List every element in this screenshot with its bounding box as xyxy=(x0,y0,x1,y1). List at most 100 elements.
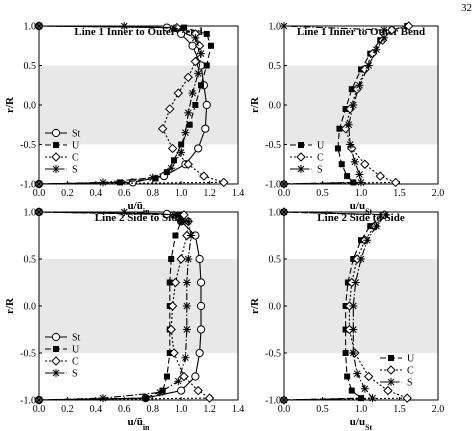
data-point-U xyxy=(159,387,166,394)
legend-label-S: S xyxy=(72,369,78,380)
y-tick-label: 1.0 xyxy=(269,208,282,219)
data-point-S xyxy=(280,208,288,216)
data-point-S xyxy=(380,25,389,34)
chart-panel-3: 1.00.50.0-0.5-1.00.0 0.2 0.4 0.6 0.8 1.0 1.2 1.… xyxy=(4,207,244,431)
data-point-S xyxy=(363,236,372,245)
series-S xyxy=(280,208,390,404)
data-point-S xyxy=(372,45,381,54)
data-point-S xyxy=(184,217,193,226)
data-point-St xyxy=(177,386,186,395)
legend-label-U: U xyxy=(407,354,415,365)
y-tick-label: 0.0 xyxy=(269,302,282,313)
data-point-St xyxy=(195,254,204,264)
legend-label-S: S xyxy=(407,378,413,389)
x-tick-label: 0.8 xyxy=(146,404,159,415)
data-point-U xyxy=(166,279,173,286)
y-axis-label: r/R xyxy=(249,297,261,314)
y-axis-label: r/R xyxy=(4,297,16,314)
data-point-U xyxy=(180,24,187,31)
data-point-C xyxy=(404,21,414,31)
legend-marker-C xyxy=(296,152,306,162)
y-tick-label: 1.0 xyxy=(24,22,37,33)
data-point-S xyxy=(120,22,129,30)
legend-label-S: S xyxy=(317,165,323,176)
data-point-U xyxy=(178,141,185,148)
data-point-S xyxy=(170,210,179,219)
data-point-S xyxy=(188,89,197,98)
legend-marker-U xyxy=(53,346,59,352)
series-S xyxy=(35,208,196,404)
data-point-C xyxy=(204,393,215,403)
series-S xyxy=(280,22,389,188)
data-point-S xyxy=(194,69,203,78)
data-point-S xyxy=(182,302,191,310)
data-point-U xyxy=(142,395,149,402)
series-S xyxy=(35,22,206,188)
y-tick-label: -1.0 xyxy=(265,180,281,191)
data-point-C xyxy=(363,371,374,382)
data-point-St xyxy=(195,348,204,358)
data-point-U xyxy=(172,232,179,239)
legend: UCS xyxy=(380,354,415,389)
x-tick-label: 2.0 xyxy=(432,404,445,415)
legend-label-C: C xyxy=(407,366,414,377)
y-tick-label: -1.0 xyxy=(20,396,36,407)
data-point-U xyxy=(152,175,159,182)
data-point-S xyxy=(349,349,358,357)
data-point-S xyxy=(368,394,377,403)
data-point-C xyxy=(165,104,175,114)
data-point-St xyxy=(177,29,186,39)
data-point-U xyxy=(338,161,345,168)
data-point-C xyxy=(167,301,178,311)
data-point-St xyxy=(196,325,206,334)
data-point-U xyxy=(203,62,210,69)
x-tick-label: 0.0 xyxy=(278,188,291,199)
y-tick-label: 0.5 xyxy=(24,255,37,266)
data-point-St xyxy=(194,144,203,153)
legend-marker-C xyxy=(51,356,61,366)
data-point-C xyxy=(190,56,201,67)
x-tick-label: 0.5 xyxy=(316,188,329,199)
legend-label-U: U xyxy=(72,345,80,356)
data-point-U xyxy=(171,157,178,164)
data-point-C xyxy=(167,143,178,154)
data-point-U xyxy=(178,218,185,225)
page-number: 32 xyxy=(461,2,472,14)
data-point-S xyxy=(98,178,107,187)
data-point-S xyxy=(372,222,381,231)
data-point-S xyxy=(381,210,390,219)
y-tick-label: 1.0 xyxy=(269,22,282,33)
data-point-U xyxy=(186,121,193,128)
x-tick-label: 1.2 xyxy=(203,188,216,199)
x-tick-label: 1.0 xyxy=(175,404,188,415)
x-tick-label: 1.2 xyxy=(203,404,216,415)
y-tick-label: 0.5 xyxy=(269,61,282,72)
data-point-U xyxy=(336,125,343,132)
data-point-S xyxy=(148,173,157,182)
legend: UCS xyxy=(290,141,325,176)
y-tick-label: -0.5 xyxy=(265,140,281,151)
data-point-S xyxy=(187,231,196,240)
x-tick-label: 0.6 xyxy=(118,188,131,199)
data-point-S xyxy=(167,164,176,173)
legend-marker-U xyxy=(298,142,304,148)
shaded-band xyxy=(284,259,438,353)
y-tick-label: 0.5 xyxy=(269,255,282,266)
x-axis-label: u/uSt xyxy=(350,200,373,216)
data-point-C xyxy=(193,385,203,396)
series-line-S xyxy=(38,25,202,185)
data-point-St xyxy=(196,301,206,311)
legend-marker-C xyxy=(386,365,396,375)
legend-marker-U xyxy=(53,142,59,148)
legend-marker-S xyxy=(52,165,60,173)
data-point-S xyxy=(184,255,193,263)
legend-marker-C xyxy=(51,152,61,162)
data-point-U xyxy=(344,373,351,380)
data-point-S xyxy=(181,353,190,362)
data-point-S xyxy=(197,49,206,58)
data-point-U xyxy=(207,42,214,49)
data-point-U xyxy=(168,256,175,262)
data-point-S xyxy=(344,120,353,129)
